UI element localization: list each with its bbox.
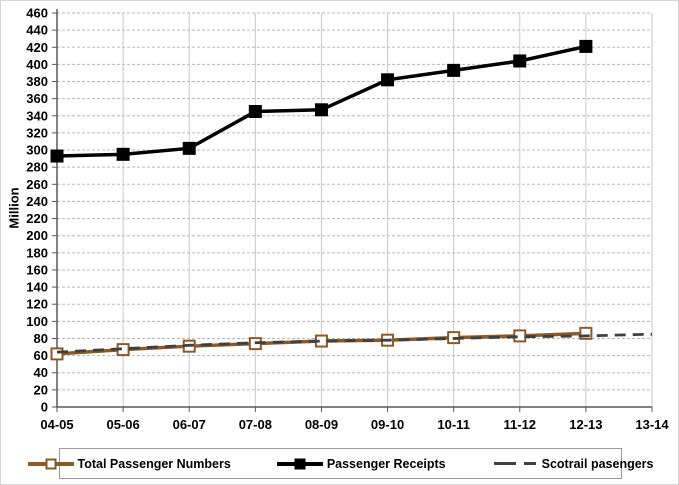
- y-tick-label: 460: [26, 6, 48, 21]
- chart-legend: Total Passenger Numbers Passenger Receip…: [27, 448, 653, 479]
- y-tick-label: 120: [26, 297, 48, 312]
- y-tick-label: 340: [26, 108, 48, 123]
- legend-label-passenger-receipts: Passenger Receipts: [326, 456, 446, 471]
- y-tick-label: 320: [26, 125, 48, 140]
- y-tick-label: 380: [26, 74, 48, 89]
- passenger-receipts-line-marker-icon: [276, 458, 323, 470]
- legend-label-total-passenger-numbers: Total Passenger Numbers: [77, 456, 231, 471]
- y-tick-label: 240: [26, 194, 48, 209]
- x-tick-label: 04-05: [40, 417, 73, 432]
- data-point-marker: [50, 149, 64, 163]
- y-tick-label: 80: [34, 331, 48, 346]
- y-tick-label: 440: [26, 23, 48, 38]
- x-tick-label: 09-10: [371, 417, 404, 432]
- data-point-marker: [182, 141, 196, 155]
- plot-area: 0 20 40 60 80 100 120 140 160 180 200 220 240 260 280 3…: [26, 6, 669, 433]
- data-point-marker: [513, 54, 527, 68]
- series-line-scotrail-pasengers: [56, 332, 653, 354]
- y-tick-label: 60: [34, 348, 48, 363]
- data-point-marker: [381, 73, 395, 87]
- x-tick-label: 11-12: [504, 417, 537, 432]
- x-tick-label: 05-06: [106, 417, 139, 432]
- x-tick-label: 07-08: [239, 417, 272, 432]
- legend-item-passenger-receipts: Passenger Receipts: [276, 456, 446, 471]
- data-point-marker: [314, 103, 328, 117]
- x-tick-label: 06-07: [173, 417, 206, 432]
- y-tick-label: 360: [26, 91, 48, 106]
- y-tick-label: 300: [26, 143, 48, 158]
- y-tick-label: 400: [26, 57, 48, 72]
- data-point-marker: [50, 347, 64, 361]
- y-tick-label: 140: [26, 280, 48, 295]
- legend-item-scotrail-pasengers: Scotrail pasengers: [492, 456, 654, 471]
- y-tick-label: 0: [41, 400, 48, 415]
- data-point-marker: [579, 39, 593, 53]
- y-tick-label: 420: [26, 40, 48, 55]
- data-point-marker: [116, 147, 130, 161]
- x-tick-label: 08-09: [305, 417, 338, 432]
- y-tick-label: 160: [26, 262, 48, 277]
- scotrail-pasengers-dashed-line-icon: [492, 458, 538, 470]
- data-point-marker: [447, 63, 461, 77]
- x-tick-label: 12-13: [569, 417, 602, 432]
- legend-label-scotrail-pasengers: Scotrail pasengers: [541, 456, 654, 471]
- y-axis-title: Million: [6, 187, 22, 229]
- y-tick-label: 200: [26, 228, 48, 243]
- y-tick-label: 280: [26, 160, 48, 175]
- x-tick-label: 10-11: [437, 417, 470, 432]
- y-tick-label: 100: [26, 314, 48, 329]
- data-point-marker: [579, 326, 593, 340]
- total-passenger-numbers-line-marker-icon: [27, 458, 74, 470]
- y-tick-label: 260: [26, 177, 48, 192]
- legend-item-total-passenger-numbers: Total Passenger Numbers: [27, 456, 231, 471]
- x-tick-label: 13-14: [635, 417, 669, 432]
- y-tick-label: 180: [26, 245, 48, 260]
- y-tick-label: 20: [34, 382, 48, 397]
- y-tick-label: 220: [26, 211, 48, 226]
- y-tick-label: 40: [34, 365, 48, 380]
- data-point-marker: [248, 105, 262, 118]
